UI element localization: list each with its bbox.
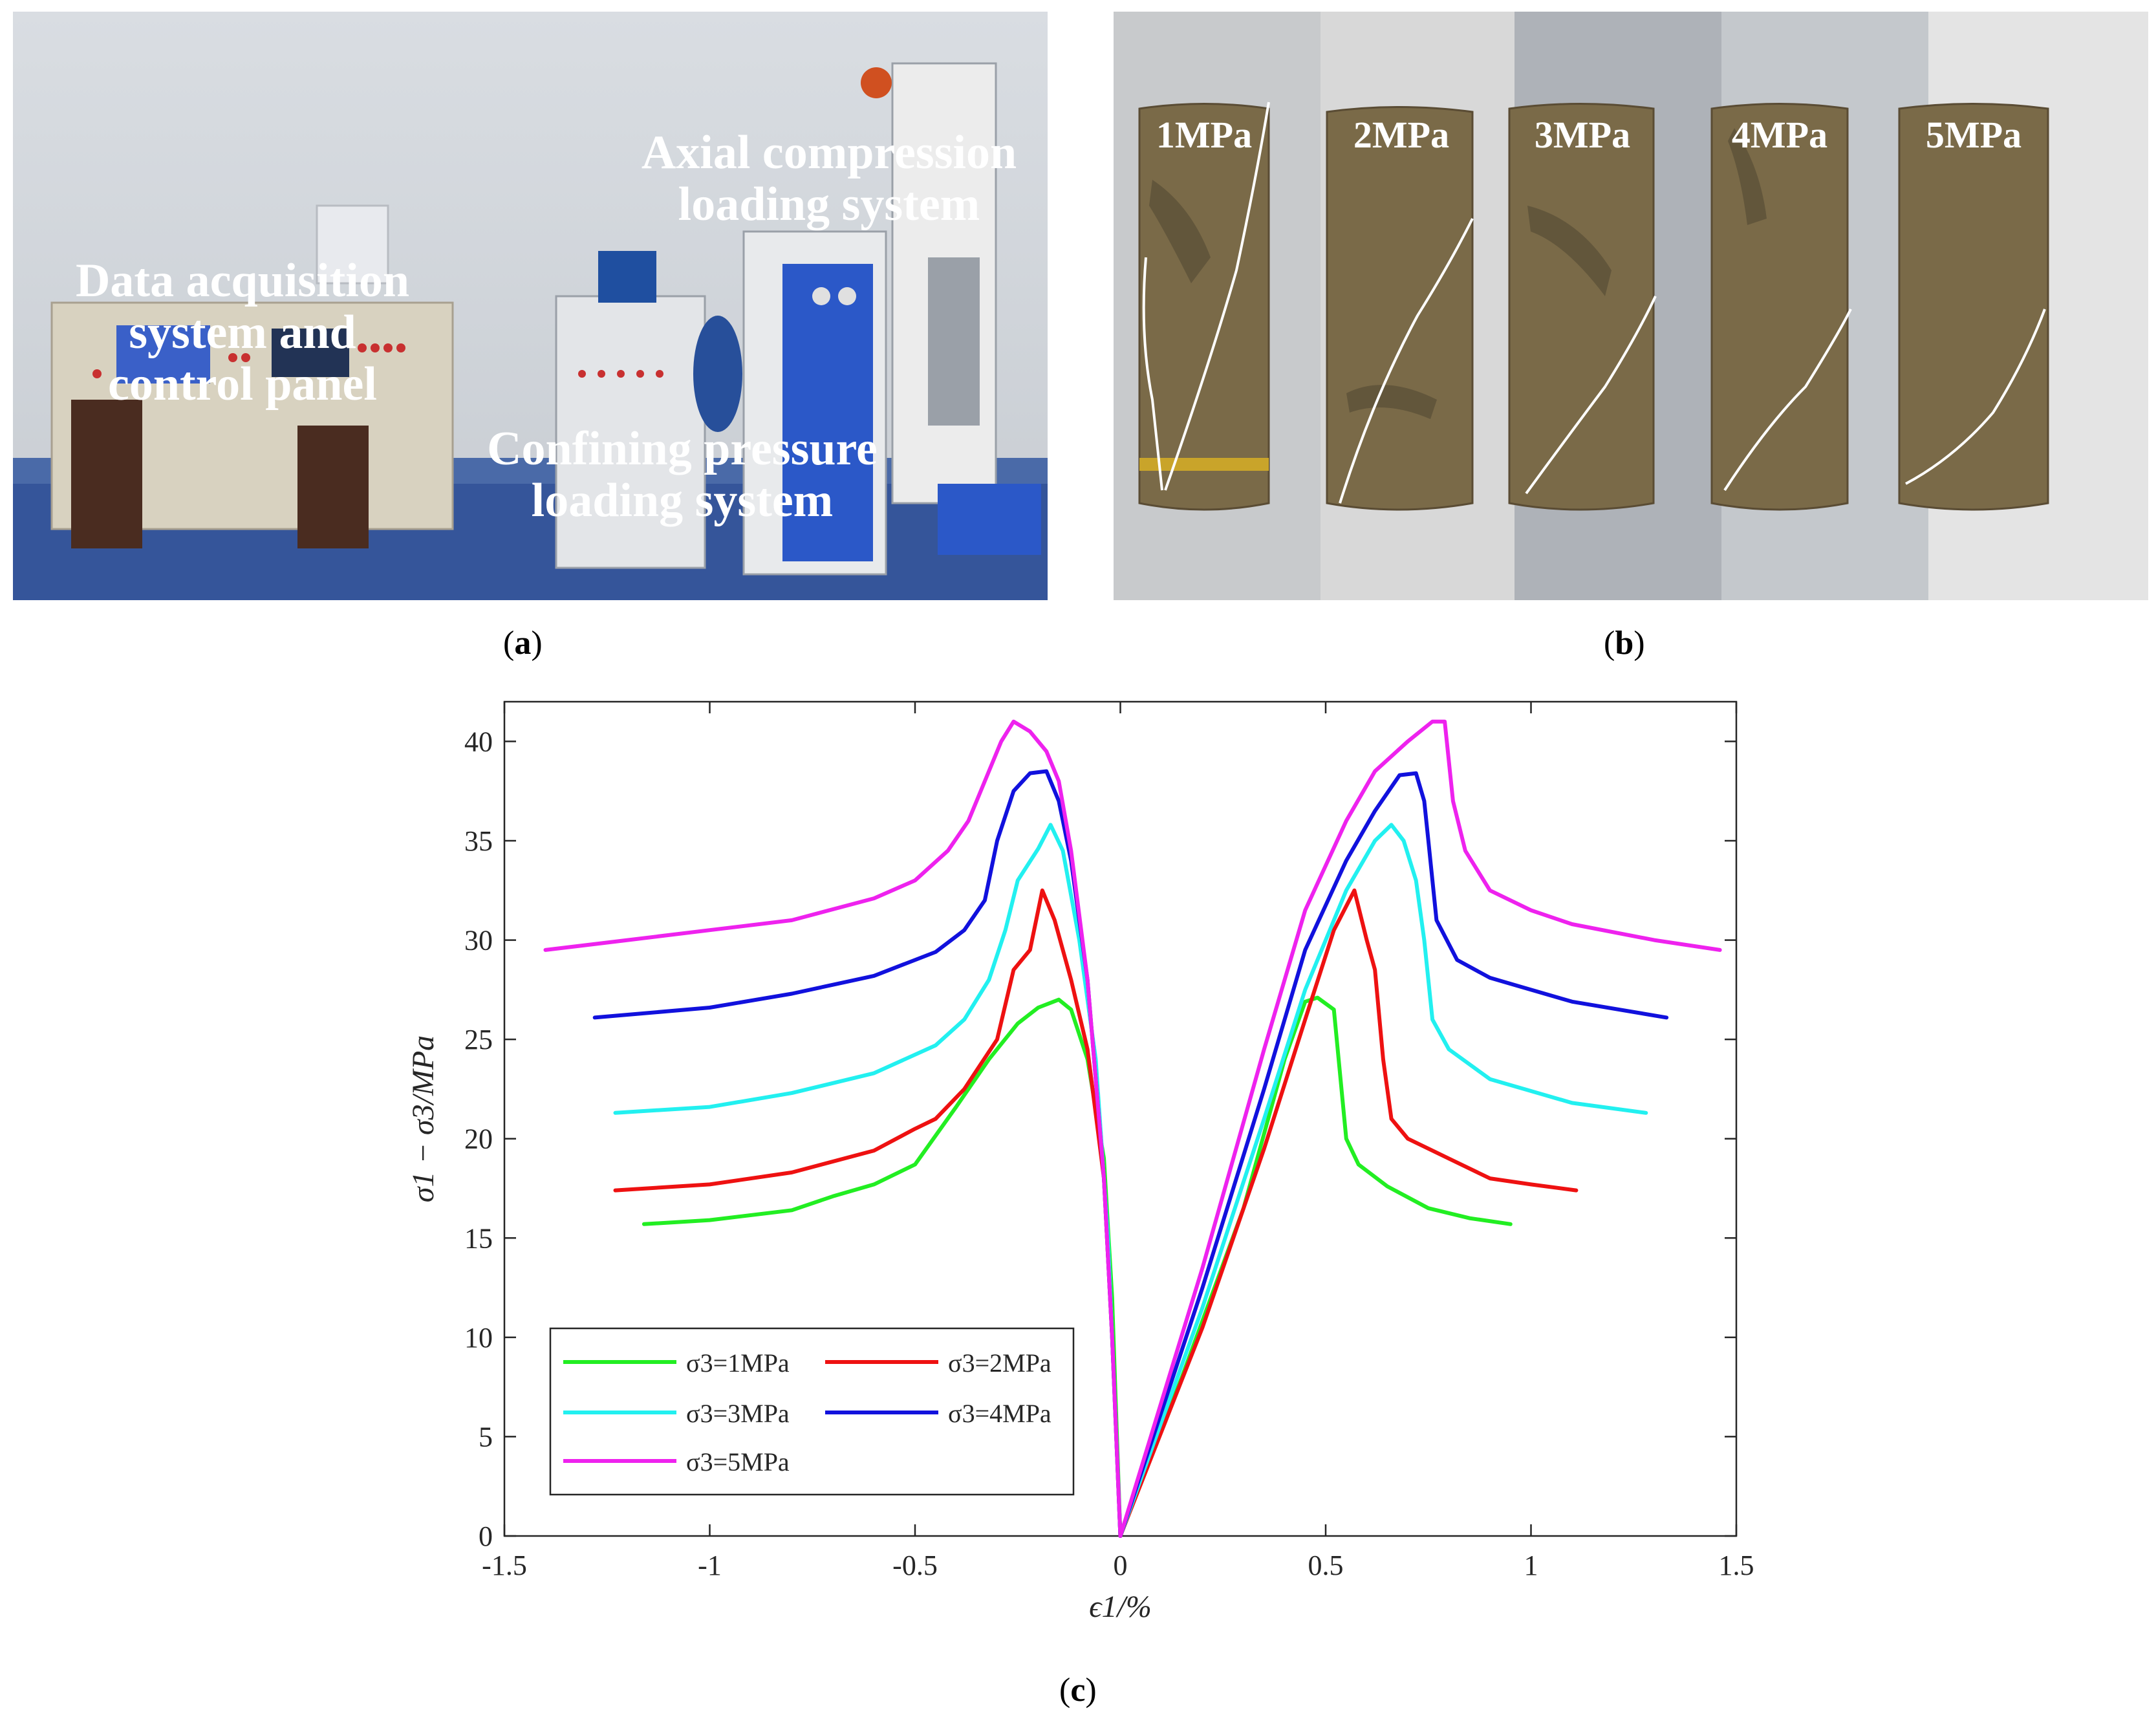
legend-label-4: σ3=4MPa	[948, 1399, 1051, 1428]
specimen-label-4: 4MPa	[1732, 114, 1827, 156]
specimen-label-3: 3MPa	[1535, 114, 1630, 156]
axial-label-line1: Axial compression	[641, 126, 1017, 179]
legend-label-2: σ3=2MPa	[948, 1348, 1051, 1378]
data-acq-label-line2: system and	[129, 306, 356, 359]
y-tick-label: 30	[464, 925, 493, 957]
data-acq-label-line3: control panel	[108, 358, 377, 411]
x-tick-label: 1	[1524, 1550, 1538, 1581]
caption-a: (a)	[503, 625, 543, 662]
y-axis-label: σ1 − σ3/MPa	[406, 1035, 440, 1202]
y-tick-label: 15	[464, 1222, 493, 1254]
specimen-label-1: 1MPa	[1156, 114, 1252, 156]
x-tick-label: 1.5	[1719, 1550, 1754, 1581]
legend-label-3: σ3=3MPa	[686, 1399, 790, 1428]
specimen-label-2: 2MPa	[1353, 114, 1449, 156]
y-tick-label: 25	[464, 1024, 493, 1055]
confining-label-line1: Confining pressure	[487, 422, 878, 475]
specimens-photo: 1MPa 2MPa 3MPa 4MPa 5MPa	[1114, 12, 2148, 600]
x-axis-label: ϵ1/%	[1089, 1590, 1152, 1624]
axial-label-line2: loading system	[678, 178, 980, 231]
legend-label-1: σ3=1MPa	[686, 1348, 790, 1378]
data-acq-label-line1: Data acquisition	[76, 254, 409, 307]
y-tick-label: 40	[464, 726, 493, 757]
x-tick-label: -0.5	[892, 1550, 938, 1581]
caption-c: (c)	[1059, 1672, 1097, 1709]
series-line-5	[543, 719, 1722, 1538]
y-tick-label: 10	[464, 1322, 493, 1354]
specimen-label-5: 5MPa	[1926, 114, 2021, 156]
x-tick-label: -1	[698, 1550, 722, 1581]
x-tick-label: 0.5	[1308, 1550, 1344, 1581]
legend-label-5: σ3=5MPa	[686, 1447, 790, 1476]
x-tick-label: -1.5	[482, 1550, 527, 1581]
confining-label-line2: loading system	[532, 474, 834, 527]
y-tick-label: 5	[479, 1421, 493, 1453]
y-tick-label: 35	[464, 825, 493, 857]
equipment-photo: Data acquisition system and control pane…	[13, 12, 1048, 600]
y-tick-label: 20	[464, 1123, 493, 1155]
caption-b: (b)	[1604, 625, 1645, 662]
y-tick-label: 0	[479, 1520, 493, 1552]
x-tick-label: 0	[1114, 1550, 1128, 1581]
